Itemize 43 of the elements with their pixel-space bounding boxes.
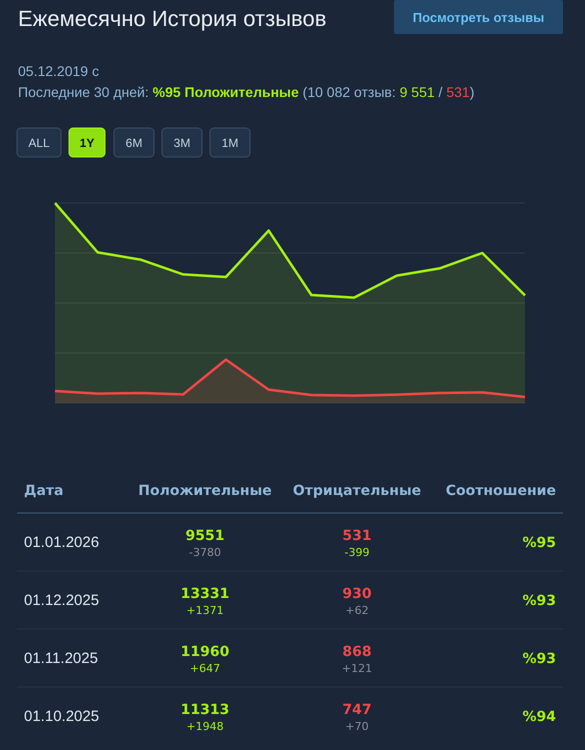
data-label: -3780 xyxy=(189,546,221,559)
category-label: 01.10.2025 xyxy=(24,708,100,725)
data-label: +70 xyxy=(345,720,369,733)
text: Последние 30 дней: xyxy=(18,84,153,100)
text: Отрицательные xyxy=(292,483,422,499)
text: ) xyxy=(470,84,474,100)
range-button: 1M xyxy=(210,128,250,158)
range-button: 1Y xyxy=(68,128,106,158)
data-label: 747 xyxy=(342,702,372,718)
range-button: ALL xyxy=(16,128,62,158)
data-label: +62 xyxy=(345,604,369,617)
data-label: 9551 xyxy=(186,528,224,544)
data-label: %93 xyxy=(522,651,556,667)
data-label: +1371 xyxy=(186,604,224,617)
category-label: 01.11.2025 xyxy=(24,650,98,667)
data-label: 11313 xyxy=(180,702,230,718)
data-label: -399 xyxy=(344,546,370,559)
text: Соотношение xyxy=(446,483,556,499)
view-reviews-button: Посмотреть отзывы xyxy=(394,0,563,34)
text: / xyxy=(434,84,446,100)
data-label: +647 xyxy=(190,662,220,675)
range-button: 3M xyxy=(162,128,202,158)
data-label: 930 xyxy=(342,586,372,602)
text: 531 xyxy=(446,84,470,100)
data-label: +1948 xyxy=(186,720,224,733)
data-label: 531 xyxy=(342,528,372,544)
chart-title: Ежемесячно История отзывов xyxy=(18,6,326,31)
data-label: 13331 xyxy=(180,586,230,602)
text: Дата xyxy=(24,483,64,499)
text: (10 082 отзыв: xyxy=(298,84,400,100)
data-label: %94 xyxy=(522,709,556,725)
data-label: %93 xyxy=(522,593,556,609)
category-label: 01.01.2026 xyxy=(24,534,100,551)
data-label: +121 xyxy=(342,662,372,675)
data-label: 11960 xyxy=(180,644,230,660)
category-label: 01.12.2025 xyxy=(24,592,100,609)
chart-subtitle: 05.12.2019 с xyxy=(18,63,99,79)
text: Положительные xyxy=(138,483,272,499)
data-label: %95 xyxy=(522,535,556,551)
range-button: 6M xyxy=(114,128,154,158)
text: 9 551 xyxy=(400,84,435,100)
text: %95 Положительные xyxy=(152,84,299,100)
data-label: 868 xyxy=(342,644,372,660)
